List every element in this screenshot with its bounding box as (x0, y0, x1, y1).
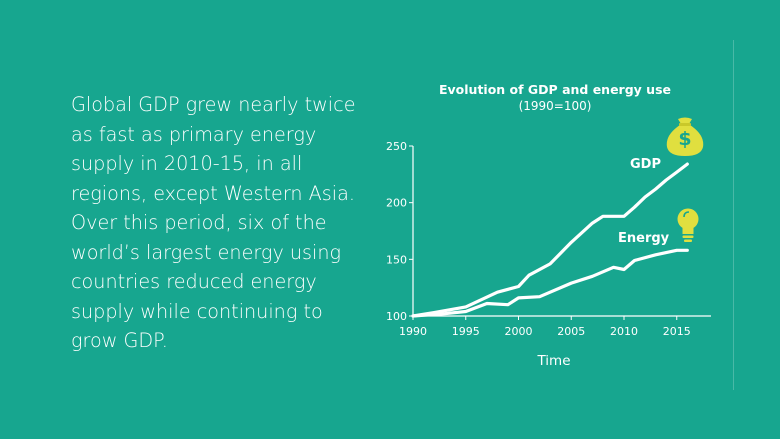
lightbulb-icon (677, 208, 699, 242)
svg-text:$: $ (678, 128, 691, 150)
series-line-energy (411, 248, 689, 318)
series-line-gdp (411, 162, 689, 318)
x-tick-label: 2015 (663, 325, 691, 338)
series-label-gdp: GDP (630, 157, 661, 172)
x-tick-label: 1990 (399, 325, 427, 338)
chart-subtitle: (1990=100) (518, 99, 592, 113)
y-tick-label: 200 (386, 197, 407, 210)
series-labels: GDP Energy (618, 157, 670, 246)
y-tick-label: 100 (386, 310, 407, 323)
chart-axes (412, 146, 711, 317)
chart-title: Evolution of GDP and energy use (438, 82, 671, 97)
description-text: Global GDP grew nearly twice as fast as … (71, 93, 356, 352)
chart-ticks: 100 150 200 250 1990 1995 2000 2005 2010 2015 (386, 140, 691, 338)
chart-lines (411, 162, 689, 318)
x-tick-label: 2005 (557, 325, 585, 338)
money-bag-icon: $ (666, 117, 704, 156)
x-tick-label: 1995 (452, 325, 480, 338)
x-tick-label: 2010 (610, 325, 638, 338)
divider-line (733, 40, 734, 390)
chart-title-block: Evolution of GDP and energy use (1990=10… (430, 81, 680, 115)
series-label-energy: Energy (618, 231, 670, 246)
y-tick-label: 250 (386, 140, 407, 153)
y-tick-label: 150 (386, 253, 407, 266)
x-tick-label: 2000 (505, 325, 533, 338)
x-axis-label: Time (536, 353, 570, 369)
